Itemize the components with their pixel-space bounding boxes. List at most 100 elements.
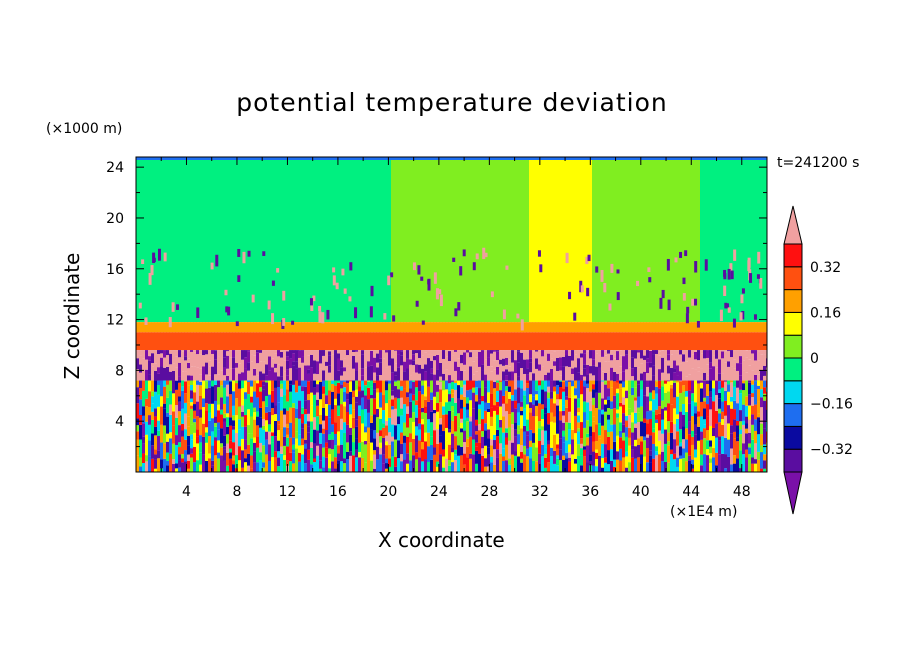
field-cell-low [526, 435, 530, 449]
field-cell-low [382, 463, 386, 472]
field-cell-low [295, 380, 299, 393]
field-cell-low [523, 431, 527, 446]
field-cell-low [217, 458, 221, 472]
field-band-yellow-orange [415, 322, 419, 333]
field-column-upper [646, 157, 650, 323]
field-speckle [694, 261, 698, 273]
field-cell-mid [319, 368, 323, 381]
field-band-orange [637, 332, 641, 351]
field-cell-low [379, 454, 383, 472]
field-band-orange [175, 332, 179, 351]
field-band-yellow-orange [559, 322, 563, 333]
field-cell-low [526, 387, 530, 405]
field-cell-mid [685, 376, 689, 381]
field-column-upper [154, 157, 158, 323]
field-cell-low [382, 380, 386, 396]
field-cell-low [601, 425, 605, 444]
field-cell-low [382, 410, 386, 424]
field-cell-mid [154, 363, 158, 371]
field-cell-low [646, 411, 650, 420]
field-speckle [580, 285, 584, 293]
field-cell-low [277, 387, 281, 403]
field-cell-low [463, 407, 467, 421]
field-cell-mid [607, 361, 611, 371]
field-cell-mid [430, 354, 434, 361]
field-cell-low [373, 389, 377, 399]
field-cell-low [229, 381, 233, 395]
field-speckle [482, 247, 486, 260]
field-cell-low [526, 456, 530, 472]
field-cell-mid [589, 358, 593, 367]
field-cell-low [325, 403, 329, 416]
field-cell-low [277, 380, 281, 388]
field-cell-low [268, 424, 272, 432]
field-cell-mid [592, 350, 596, 360]
field-cell-low [535, 380, 539, 391]
field-band-orange [655, 332, 659, 351]
field-cell-mid [247, 362, 251, 371]
field-cell-low [673, 439, 677, 454]
field-cell-low [697, 383, 701, 401]
field-cell-mid [298, 350, 302, 351]
field-cell-low [232, 426, 236, 430]
field-cell-low [607, 388, 611, 397]
field-cell-low [433, 413, 437, 431]
field-cell-mid [508, 366, 512, 372]
field-cell-low [340, 384, 344, 389]
field-column-upper [298, 157, 302, 323]
field-cell-low [544, 454, 548, 458]
field-cell-low [157, 430, 161, 437]
field-speckle [586, 287, 590, 297]
field-cell-low [457, 413, 461, 427]
field-cell-mid [226, 350, 230, 352]
field-cell-low [610, 409, 614, 425]
field-band-yellow-orange [661, 322, 665, 333]
field-band-orange [382, 332, 386, 351]
field-band-orange [625, 332, 629, 351]
field-band-yellow-orange [334, 322, 338, 333]
field-band-orange [757, 332, 761, 351]
colorbar-label: −0.16 [810, 397, 853, 413]
field-cell-mid [694, 359, 698, 370]
field-cell-low [451, 433, 455, 449]
field-cell-low [622, 413, 626, 425]
field-cell-mid [655, 350, 659, 354]
field-cell-mid [382, 351, 386, 359]
field-cell-mid [328, 372, 332, 381]
field-speckle [704, 259, 708, 271]
field-cell-mid [685, 361, 689, 377]
field-cell-low [199, 385, 203, 396]
field-cell-low [439, 418, 443, 425]
field-cell-mid [379, 362, 383, 376]
field-cell-low [421, 449, 425, 462]
field-cell-mid [691, 354, 695, 369]
field-cell-low [223, 446, 227, 450]
field-cell-mid [751, 350, 755, 354]
field-speckle [237, 275, 241, 282]
field-cell-low [697, 380, 701, 384]
field-cell-mid [370, 350, 374, 351]
field-cell-low [682, 385, 686, 392]
field-band-yellow-orange [331, 322, 335, 333]
field-band-orange [247, 332, 251, 351]
field-cell-low [223, 380, 227, 388]
field-speckle [168, 317, 172, 328]
field-cell-mid [331, 350, 335, 355]
field-cell-low [244, 458, 248, 463]
field-cell-low [355, 396, 359, 403]
field-band-orange [661, 332, 665, 351]
field-cell-low [388, 383, 392, 400]
field-column-upper [181, 157, 185, 323]
field-cell-low [160, 424, 164, 443]
field-cell-mid [151, 350, 155, 354]
field-cell-low [751, 463, 755, 472]
field-cell-mid [232, 368, 236, 381]
field-cell-low [199, 464, 203, 472]
field-cell-mid [691, 350, 695, 355]
field-cell-low [139, 380, 143, 389]
field-column-upper [727, 157, 731, 323]
field-cell-mid [385, 350, 389, 353]
field-cell-low [145, 434, 149, 439]
field-cell-low [520, 451, 524, 459]
field-band-yellow-orange [172, 322, 176, 333]
